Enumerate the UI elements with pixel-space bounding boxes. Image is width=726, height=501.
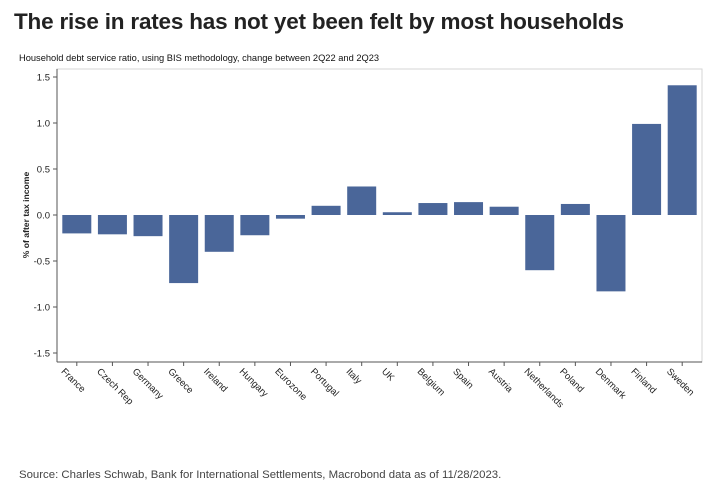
chart-headline: The rise in rates has not yet been felt …: [14, 9, 624, 34]
x-tick-label: Italy: [344, 366, 364, 386]
bar-uk: [382, 212, 412, 215]
source-note: Source: Charles Schwab, Bank for Interna…: [19, 469, 502, 481]
bar-chart: 1.5 1.0 0.5 0.0 -0.5 -1.0 -1.5 France Czech Rep…: [21, 68, 703, 411]
x-tick-label: Germany: [130, 366, 166, 402]
y-tick-label: -0.5: [34, 257, 50, 268]
bar-finland: [632, 123, 662, 215]
bar-spain: [454, 202, 484, 215]
bar-poland: [560, 203, 590, 215]
bar-france: [62, 215, 92, 234]
x-tick-label: Denmark: [593, 366, 628, 401]
bar-eurozone: [275, 215, 305, 219]
x-tick-label: Hungary: [237, 366, 270, 399]
bar-netherlands: [525, 215, 555, 271]
bar-austria: [489, 206, 519, 215]
y-axis-label: % of after tax income: [21, 172, 31, 259]
x-tick-label: Eurozone: [272, 366, 309, 403]
chart-title: Household debt service ratio, using BIS …: [19, 53, 380, 63]
y-axis: 1.5 1.0 0.5 0.0 -0.5 -1.0 -1.5: [34, 69, 58, 362]
bar-hungary: [240, 215, 270, 236]
x-tick-label: France: [59, 366, 88, 395]
bar-czech-rep: [97, 215, 127, 235]
y-tick-label: 0.0: [37, 211, 50, 222]
x-tick-label: UK: [379, 366, 397, 384]
bar-sweden: [667, 85, 697, 215]
bar-greece: [169, 215, 199, 284]
bar-italy: [347, 186, 377, 215]
x-tick-label: Belgium: [415, 366, 447, 398]
x-tick-label: Sweden: [664, 366, 696, 398]
bar-ireland: [204, 215, 234, 252]
x-tick-label: Austria: [486, 366, 515, 395]
x-tick-label: Greece: [166, 366, 196, 396]
y-tick-label: 0.5: [37, 165, 50, 176]
bar-series: [62, 85, 697, 292]
x-tick-label: Czech Rep: [94, 366, 135, 407]
x-tick-label: Portugal: [308, 366, 341, 399]
bar-portugal: [311, 205, 341, 215]
y-tick-label: -1.0: [34, 303, 50, 314]
bar-germany: [133, 215, 163, 237]
y-tick-label: 1.0: [37, 119, 50, 130]
x-tick-label: Poland: [557, 366, 586, 395]
x-tick-label: Finland: [628, 366, 658, 396]
x-tick-label: Spain: [450, 366, 475, 391]
y-tick-label: 1.5: [37, 73, 50, 84]
x-tick-label: Ireland: [201, 366, 229, 394]
y-tick-label: -1.5: [34, 349, 50, 360]
bar-denmark: [596, 215, 626, 292]
bar-belgium: [418, 203, 448, 215]
